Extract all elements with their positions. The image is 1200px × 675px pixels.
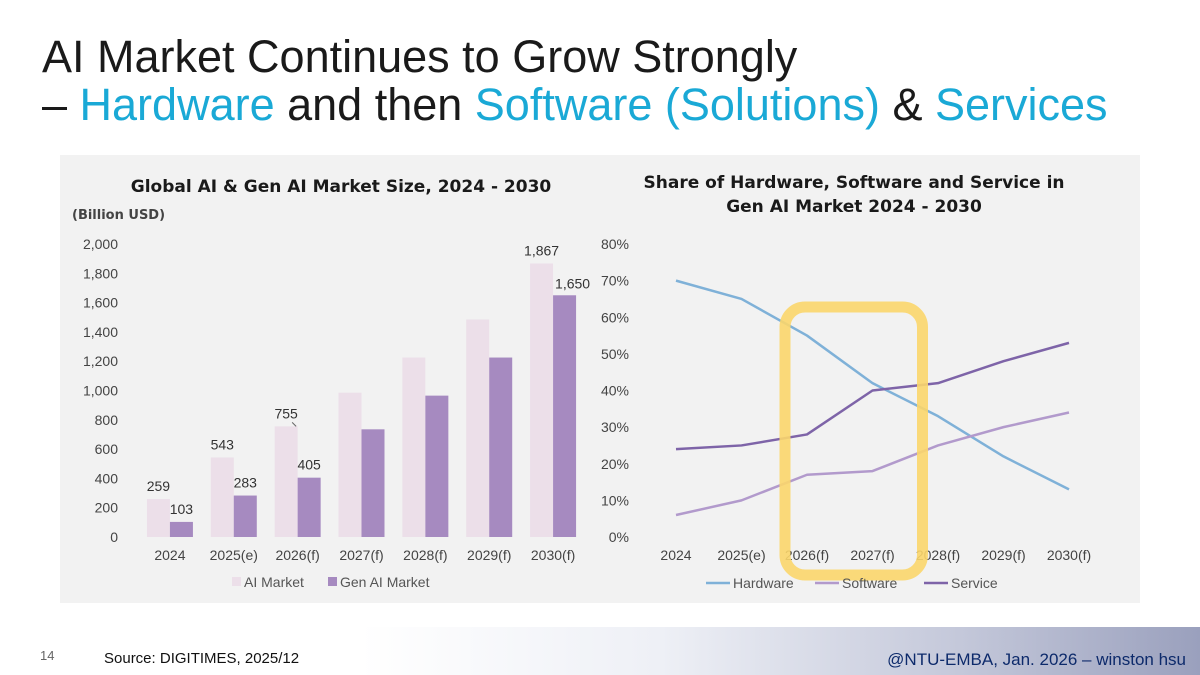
x-tick-label: 2028(f) [403,547,447,563]
bar-chart-title: Global AI & Gen AI Market Size, 2024 - 2… [131,177,552,197]
y-tick-label: 800 [95,412,119,428]
x-tick-label: 2026(f) [275,547,319,563]
y-tick-label: 80% [601,236,629,252]
title-amp: & [879,79,935,130]
hardware-line [675,279,1070,491]
highlight-box [779,301,928,581]
ai-market-bar [466,319,490,537]
y-tick-label: 1,600 [83,295,118,311]
line-chart-x-axis: 2024 2025(e) 2026(f) 2027(f) 2028(f) 2029(f) 2… [660,547,1091,563]
bar-chart-legend: AI Market Gen AI Market [232,574,430,590]
title-prefix: – [42,79,80,130]
x-tick-label: 2026(f) [785,547,829,563]
gen-ai-market-bar [425,395,449,537]
gen-ai-market-data-label: 103 [170,501,194,517]
gen-ai-market-data-label: 405 [297,457,321,473]
gen-ai-market-data-label: 283 [234,475,258,491]
line-chart-legend: Hardware Software Service [706,575,998,591]
y-tick-label: 200 [95,500,119,516]
y-tick-label: 40% [601,383,629,399]
legend-label-hardware: Hardware [733,575,794,591]
ai-market-bar [274,426,298,537]
y-tick-label: 400 [95,470,119,486]
x-tick-label: 2027(f) [850,547,894,563]
x-tick-label: 2030(f) [1047,547,1091,563]
title-hardware: Hardware [79,79,275,130]
legend-swatch-ai-market [232,577,241,586]
y-tick-label: 1,400 [83,324,118,340]
bar-chart-bars [146,263,577,537]
software-line [675,411,1070,517]
y-tick-label: 50% [601,346,629,362]
ai-market-bar [402,357,426,537]
gen-ai-market-bar [489,357,513,537]
gen-ai-market-bar [553,295,577,537]
x-tick-label: 2029(f) [467,547,511,563]
ai-market-data-label: 543 [211,436,235,452]
x-tick-label: 2029(f) [981,547,1025,563]
legend-label-ai-market: AI Market [244,574,304,590]
ai-market-data-label: 755 [274,405,298,421]
bar-chart-y-axis: 0 200 400 600 800 1,000 1,200 1,400 1,600 1,800 2,… [83,236,118,545]
ai-market-bar [146,499,170,537]
bar-chart-data-labels: 259 103 543 283 755 405 1,867 1,650 [147,242,591,516]
ai-market-bar [530,263,554,537]
y-tick-label: 1,000 [83,383,118,399]
ai-market-data-label: 259 [147,478,171,494]
y-tick-label: 1,800 [83,265,118,281]
y-tick-label: 70% [601,273,629,289]
service-line [675,341,1070,451]
gen-ai-market-bar [233,495,257,537]
slide-title-line2: – Hardware and then Software (Solutions)… [42,80,1108,130]
x-tick-label: 2027(f) [339,547,383,563]
legend-label-gen-ai-market: Gen AI Market [340,574,430,590]
x-tick-label: 2024 [154,547,185,563]
x-tick-label: 2030(f) [531,547,575,563]
y-tick-label: 60% [601,309,629,325]
author-credit: @NTU-EMBA, Jan. 2026 – winston hsu [887,650,1186,669]
line-chart-title-line2: Gen AI Market 2024 - 2030 [726,197,982,217]
data-label-leader-line [291,422,297,427]
gen-ai-market-bar [297,477,321,537]
title-mid: and then [274,79,475,130]
x-tick-label: 2025(e) [717,547,765,563]
y-tick-label: 0% [609,529,629,545]
footer-gradient-bar [0,627,1200,675]
legend-label-service: Service [951,575,998,591]
ai-market-bar [210,457,234,537]
x-tick-label: 2024 [660,547,691,563]
source-note: Source: DIGITIMES, 2025/12 [104,650,300,667]
line-chart-title-line1: Share of Hardware, Software and Service … [644,173,1065,193]
y-tick-label: 1,200 [83,353,118,369]
legend-label-software: Software [842,575,897,591]
bar-chart-unit-label: (Billion USD) [72,208,165,223]
gen-ai-market-bar [361,429,385,537]
ai-market-bar [338,392,362,537]
gen-ai-market-bar [169,521,193,537]
page-number: 14 [40,648,55,663]
x-tick-label: 2025(e) [210,547,258,563]
y-tick-label: 600 [95,441,119,457]
y-tick-label: 0 [110,529,118,545]
line-chart-series [675,279,1070,517]
y-tick-label: 2,000 [83,236,118,252]
title-software: Software (Solutions) [474,79,880,130]
gen-ai-market-data-label: 1,650 [555,275,590,291]
line-chart-y-axis: 0% 10% 20% 30% 40% 50% 60% 70% 80% [601,236,629,545]
y-tick-label: 20% [601,456,629,472]
legend-swatch-gen-ai-market [328,577,337,586]
y-tick-label: 30% [601,419,629,435]
slide-title-line1: AI Market Continues to Grow Strongly [42,31,798,82]
ai-market-data-label: 1,867 [524,242,559,258]
y-tick-label: 10% [601,492,629,508]
bar-chart-x-axis: 2024 2025(e) 2026(f) 2027(f) 2028(f) 2029(f) 2… [154,547,575,563]
title-services: Services [935,79,1108,130]
